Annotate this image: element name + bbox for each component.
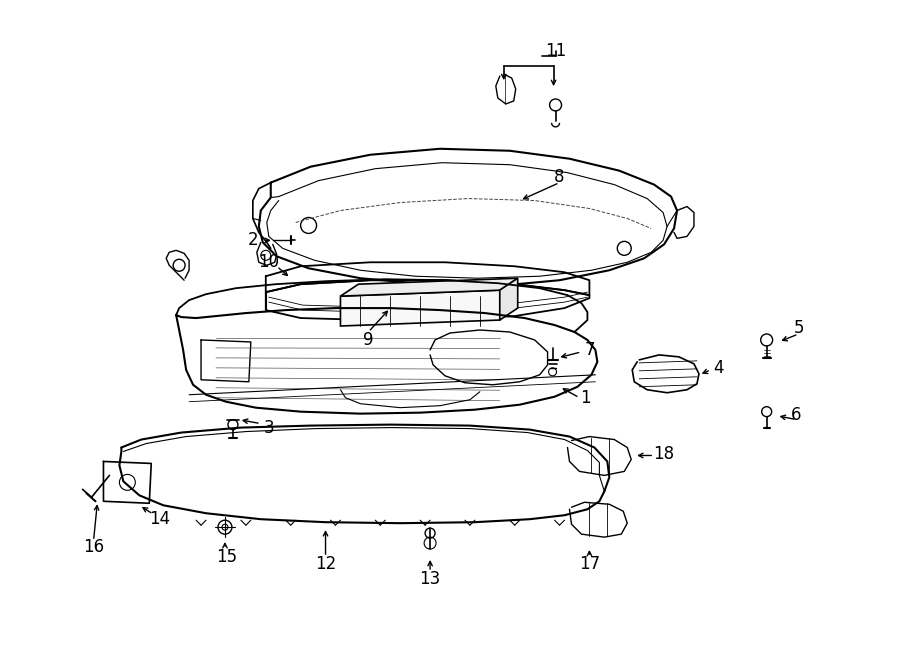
Text: 9: 9 xyxy=(363,331,374,349)
Text: 4: 4 xyxy=(714,359,724,377)
Text: 6: 6 xyxy=(791,406,802,424)
Text: 5: 5 xyxy=(793,319,804,337)
Text: 16: 16 xyxy=(83,538,104,556)
Text: 14: 14 xyxy=(148,510,170,528)
Text: 15: 15 xyxy=(216,548,238,566)
Text: 17: 17 xyxy=(579,555,600,573)
Text: 13: 13 xyxy=(419,570,441,588)
Text: 10: 10 xyxy=(258,253,279,271)
Text: 1: 1 xyxy=(580,389,590,407)
Polygon shape xyxy=(500,278,518,320)
Text: 8: 8 xyxy=(554,168,565,186)
Text: 3: 3 xyxy=(264,418,274,436)
Polygon shape xyxy=(340,290,500,326)
Text: 7: 7 xyxy=(584,341,595,359)
Text: 12: 12 xyxy=(315,555,337,573)
Polygon shape xyxy=(340,278,518,296)
Text: 2: 2 xyxy=(248,231,258,249)
Text: 11: 11 xyxy=(544,42,566,60)
Text: 18: 18 xyxy=(653,446,675,463)
